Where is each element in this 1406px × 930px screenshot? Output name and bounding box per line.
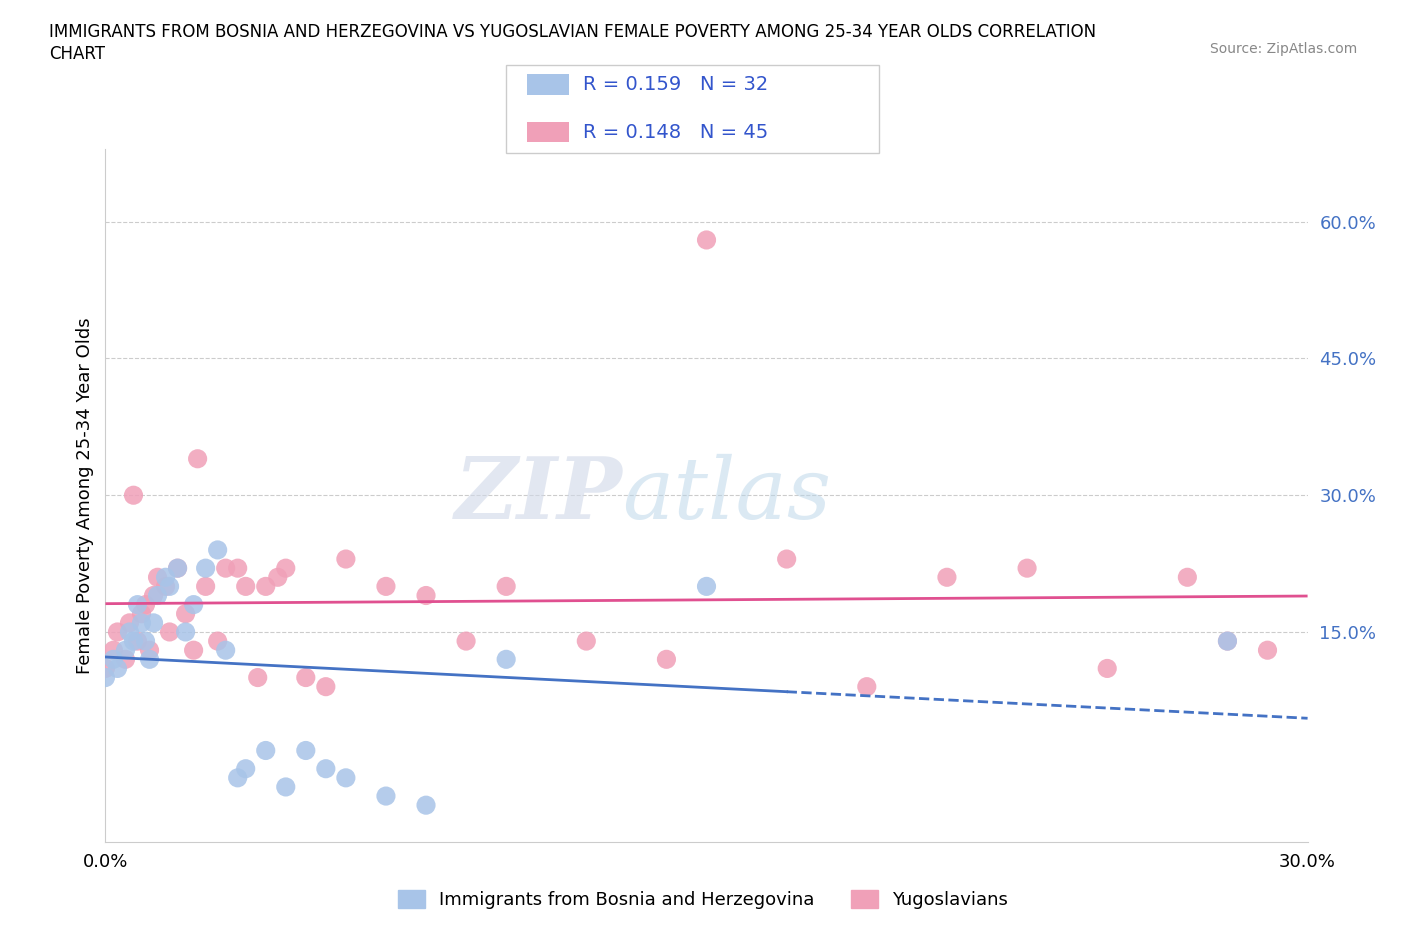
Point <box>214 643 236 658</box>
Point <box>335 551 357 566</box>
Text: IMMIGRANTS FROM BOSNIA AND HERZEGOVINA VS YUGOSLAVIAN FEMALE POVERTY AMONG 25-34: IMMIGRANTS FROM BOSNIA AND HERZEGOVINA V… <box>49 23 1097 41</box>
Point <box>155 579 177 594</box>
Point <box>335 770 357 785</box>
Point <box>118 625 141 640</box>
Point <box>155 570 177 585</box>
Point <box>146 588 169 603</box>
Point <box>274 561 297 576</box>
Point <box>127 597 149 612</box>
Point <box>142 588 165 603</box>
Point <box>315 679 337 694</box>
Point <box>187 451 209 466</box>
Point <box>1216 633 1239 648</box>
Point <box>267 570 290 585</box>
Point <box>254 579 277 594</box>
Point <box>295 743 318 758</box>
Point <box>226 561 249 576</box>
Point <box>214 561 236 576</box>
Point <box>142 616 165 631</box>
Point <box>696 232 718 247</box>
Point <box>174 625 197 640</box>
Point <box>135 597 157 612</box>
Point <box>295 671 318 685</box>
Point <box>207 542 229 557</box>
Text: Source: ZipAtlas.com: Source: ZipAtlas.com <box>1209 42 1357 56</box>
Point <box>103 652 125 667</box>
Point <box>135 633 157 648</box>
Point <box>127 633 149 648</box>
Point <box>374 789 398 804</box>
Point <box>166 561 188 576</box>
Point <box>776 551 799 566</box>
Point <box>159 579 181 594</box>
Text: R = 0.159   N = 32: R = 0.159 N = 32 <box>583 75 769 94</box>
Y-axis label: Female Poverty Among 25-34 Year Olds: Female Poverty Among 25-34 Year Olds <box>76 317 94 673</box>
Point <box>415 798 437 813</box>
Point <box>194 579 217 594</box>
Point <box>1257 643 1279 658</box>
Point <box>94 671 117 685</box>
Point <box>114 643 136 658</box>
Point <box>274 779 297 794</box>
Point <box>174 606 197 621</box>
Point <box>107 661 129 676</box>
Point <box>696 579 718 594</box>
Point <box>655 652 678 667</box>
Point <box>118 616 141 631</box>
Point <box>226 770 249 785</box>
Point <box>235 762 257 777</box>
Point <box>131 616 153 631</box>
Point <box>138 643 160 658</box>
Point <box>122 488 145 503</box>
Point <box>114 652 136 667</box>
Point <box>183 643 205 658</box>
Point <box>575 633 598 648</box>
Legend: Immigrants from Bosnia and Herzegovina, Yugoslavians: Immigrants from Bosnia and Herzegovina, … <box>391 883 1015 916</box>
Point <box>194 561 217 576</box>
Point <box>246 671 269 685</box>
Point <box>138 652 160 667</box>
Text: atlas: atlas <box>623 454 831 537</box>
Point <box>94 661 117 676</box>
Point <box>107 625 129 640</box>
Point <box>495 579 517 594</box>
Point <box>936 570 959 585</box>
Point <box>166 561 188 576</box>
Point <box>122 633 145 648</box>
Point <box>1017 561 1039 576</box>
Point <box>146 570 169 585</box>
Point <box>183 597 205 612</box>
Text: ZIP: ZIP <box>454 454 623 537</box>
Point <box>315 762 337 777</box>
Point <box>254 743 277 758</box>
Point <box>495 652 517 667</box>
Point <box>454 633 477 648</box>
Point <box>1216 633 1239 648</box>
Point <box>103 643 125 658</box>
Point <box>131 606 153 621</box>
Text: R = 0.148   N = 45: R = 0.148 N = 45 <box>583 123 769 141</box>
Point <box>374 579 398 594</box>
Point <box>1177 570 1199 585</box>
Point <box>1097 661 1119 676</box>
Point <box>159 625 181 640</box>
Point <box>207 633 229 648</box>
Point <box>235 579 257 594</box>
Text: CHART: CHART <box>49 45 105 62</box>
Point <box>855 679 877 694</box>
Point <box>415 588 437 603</box>
